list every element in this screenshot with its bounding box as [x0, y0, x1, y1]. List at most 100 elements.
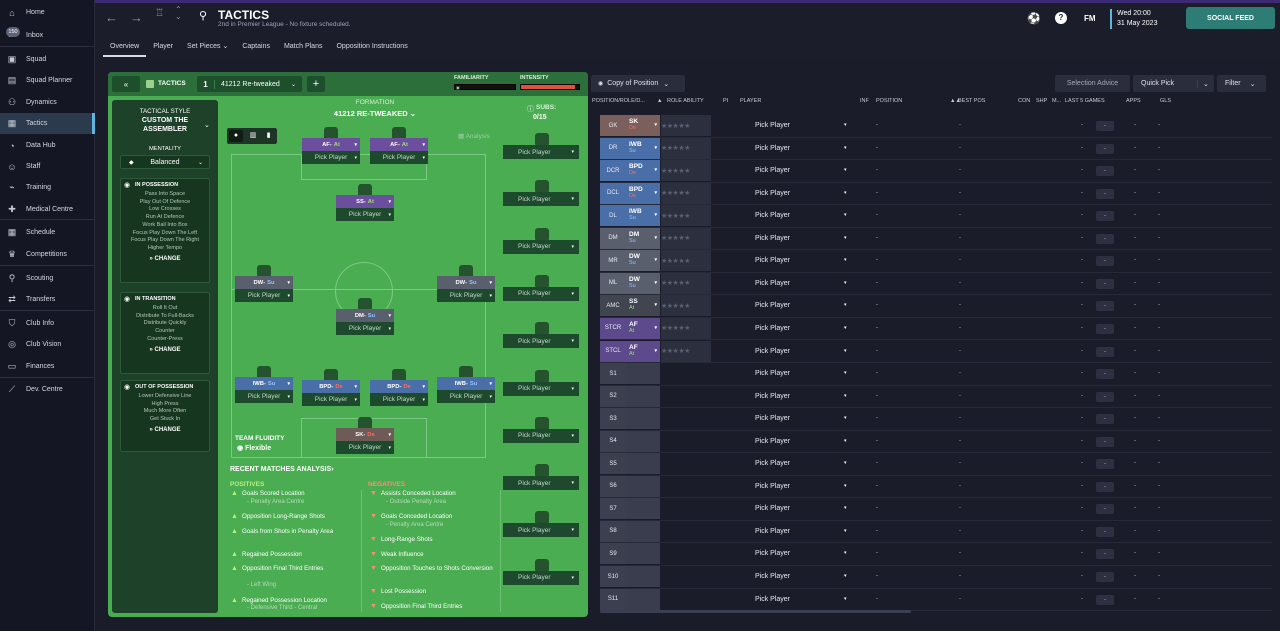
pitch-position-ss[interactable]: SS - At ▾ Pick Player ▾: [336, 184, 394, 225]
analysis-item[interactable]: ▲ Opposition Long-Range Shots: [231, 513, 353, 522]
chevron-down-icon[interactable]: ▾: [844, 167, 847, 174]
pitch-position-iwb[interactable]: IWB - Su ▾ Pick Player ▾: [437, 366, 495, 407]
pitch-position-af[interactable]: AF - At ▾ Pick Player ▾: [370, 127, 428, 168]
chevron-down-icon[interactable]: ▾: [844, 482, 847, 489]
in-possession-change-button[interactable]: » CHANGE: [121, 256, 209, 262]
tab-opposition-instructions[interactable]: Opposition Instructions: [336, 43, 408, 50]
row-pick-player[interactable]: Pick Player: [755, 437, 791, 445]
pick-player-selector[interactable]: Pick Player ▾: [437, 289, 495, 302]
col-last-5-games[interactable]: LAST 5 GAMES: [1065, 98, 1105, 104]
tab-match-plans[interactable]: Match Plans: [283, 43, 323, 50]
chevron-down-icon[interactable]: ▾: [844, 122, 847, 128]
social-feed-button[interactable]: SOCIAL FEED: [1186, 7, 1275, 29]
sub-slot[interactable]: Pick Player ▾: [503, 428, 579, 443]
in-transition-box[interactable]: ◉ IN TRANSITION Roll It Out Distribute T…: [120, 292, 210, 374]
nav-club-info[interactable]: ⛉ Club Info: [0, 313, 95, 334]
pick-player-selector[interactable]: Pick Player ▾: [437, 390, 495, 403]
col-role-ability[interactable]: ROLE ABILITY: [667, 98, 704, 104]
role-duty-selector[interactable]: SK - De ▾: [336, 428, 394, 441]
familiarity-bar[interactable]: ▣: [454, 84, 516, 90]
pick-player-selector[interactable]: Pick Player ▾: [235, 289, 293, 302]
row-role-duty[interactable]: BPD De ▾: [626, 160, 660, 182]
col-pi[interactable]: PI: [723, 98, 729, 104]
row-role-duty[interactable]: SS At ▾: [626, 295, 660, 317]
out-of-possession-change-button[interactable]: » CHANGE: [121, 427, 209, 433]
role-duty-selector[interactable]: BPD - De ▾: [370, 380, 428, 393]
player-info-icon[interactable]: ●: [229, 130, 243, 142]
row-role-duty[interactable]: IWB Su ▾: [626, 137, 660, 159]
table-row[interactable]: S4 Pick Player ▾ - - - - - -: [600, 430, 1272, 454]
selection-advice-button[interactable]: Selection Advice: [1055, 75, 1130, 92]
chevron-down-icon[interactable]: ▾: [844, 550, 847, 557]
row-pick-player[interactable]: Pick Player: [755, 595, 791, 603]
col-m[interactable]: M...: [1052, 98, 1062, 104]
sub-slot[interactable]: Pick Player ▾: [503, 239, 579, 254]
chevron-down-icon[interactable]: ▾: [844, 505, 847, 512]
table-row[interactable]: DR IWB Su ▾ ★★★★★ Pick Player ▾ - - - - - -: [600, 137, 1272, 161]
sub-slot[interactable]: Pick Player ▾: [503, 381, 579, 396]
analysis-item[interactable]: ▲ Goals from Shots in Penalty Area: [231, 528, 353, 537]
search-icon[interactable]: ⚲: [199, 10, 208, 22]
collapse-button[interactable]: «: [112, 76, 140, 92]
table-row[interactable]: S8 Pick Player ▾ - - - - - -: [600, 520, 1272, 544]
row-pick-player[interactable]: Pick Player: [755, 324, 791, 332]
table-row[interactable]: DCR BPD De ▾ ★★★★★ Pick Player ▾ - - - - - -: [600, 160, 1272, 183]
bar-chart-icon[interactable]: ▥: [249, 132, 257, 139]
row-pick-player[interactable]: Pick Player: [755, 527, 791, 535]
table-row[interactable]: S1 Pick Player ▾ - - - - - -: [600, 363, 1272, 386]
table-row[interactable]: ML DW Su ▾ ★★★★★ Pick Player ▾ - - - - - -: [600, 272, 1272, 296]
pitch-position-sk[interactable]: SK - De ▾ Pick Player ▾: [336, 417, 394, 458]
row-pick-player[interactable]: Pick Player: [755, 482, 791, 490]
table-row[interactable]: S10 Pick Player ▾ - - - - - -: [600, 566, 1272, 589]
pick-player-selector[interactable]: Pick Player ▾: [336, 322, 394, 335]
analysis-item[interactable]: ▲ Regained Possession: [231, 551, 353, 560]
pitch-position-bpd[interactable]: BPD - De ▾ Pick Player ▾: [302, 369, 360, 410]
analysis-item[interactable]: ▲ Opposition Final Third Entries: [231, 565, 353, 574]
pick-player-selector[interactable]: Pick Player ▾: [370, 151, 428, 164]
role-duty-selector[interactable]: SS - At ▾: [336, 195, 394, 208]
chevron-down-icon[interactable]: ▾: [844, 527, 847, 534]
row-role-duty[interactable]: DW Su ▾: [626, 250, 660, 272]
role-duty-selector[interactable]: BPD - De ▾: [302, 380, 360, 393]
table-row[interactable]: DL IWB Su ▾ ★★★★★ Pick Player ▾ - - - - - -: [600, 205, 1272, 228]
pick-player-selector[interactable]: Pick Player ▾: [336, 208, 394, 221]
col-player[interactable]: PLAYER: [740, 98, 762, 104]
pitch-position-bpd[interactable]: BPD - De ▾ Pick Player ▾: [370, 369, 428, 410]
sub-slot[interactable]: Pick Player ▾: [503, 145, 579, 159]
col-position[interactable]: POSITION: [876, 98, 903, 104]
chevron-down-icon[interactable]: ▾: [844, 370, 847, 377]
table-row[interactable]: AMC SS At ▾ ★★★★★ Pick Player ▾ - - - - - -: [600, 295, 1272, 318]
in-possession-box[interactable]: ◉ IN POSSESSION Pass Into Space Play Out…: [120, 178, 210, 283]
col-position-role[interactable]: POSITION/ROLE/D...: [592, 98, 645, 104]
analysis-item[interactable]: ▼ Long-Range Shots: [370, 536, 500, 545]
nav-data-hub[interactable]: ◔ Data Hub: [0, 135, 95, 156]
col-apps[interactable]: APPS: [1126, 98, 1141, 104]
pick-player-selector[interactable]: Pick Player ▾: [235, 390, 293, 403]
row-role-duty[interactable]: BPD De ▾: [626, 182, 660, 204]
pitch-position-dw[interactable]: DW - Su ▾ Pick Player ▾: [235, 265, 293, 306]
role-duty-selector[interactable]: DM - Su ▾: [336, 309, 394, 322]
table-row[interactable]: S6 Pick Player ▾ - - - - - -: [600, 475, 1272, 499]
row-pick-player[interactable]: Pick Player: [755, 370, 791, 378]
table-row[interactable]: S2 Pick Player ▾ - - - - - -: [600, 385, 1272, 409]
pitch-position-af[interactable]: AF - At ▾ Pick Player ▾: [302, 127, 360, 168]
row-role-duty[interactable]: DW Su ▾: [626, 272, 660, 294]
row-pick-player[interactable]: Pick Player: [755, 212, 791, 220]
forward-icon[interactable]: →: [130, 10, 143, 25]
tab-player[interactable]: Player: [153, 43, 174, 50]
chevron-down-icon[interactable]: ▾: [844, 279, 847, 286]
pick-player-selector[interactable]: Pick Player ▾: [302, 151, 360, 164]
intensity-bar[interactable]: [520, 84, 580, 90]
analysis-item[interactable]: ▼ Goals Conceded Location: [370, 513, 500, 522]
row-pick-player[interactable]: Pick Player: [755, 189, 791, 197]
row-pick-player[interactable]: Pick Player: [755, 167, 791, 175]
col-shp[interactable]: SHP: [1036, 98, 1048, 104]
pick-player-selector[interactable]: Pick Player ▾: [302, 393, 360, 406]
back-icon[interactable]: ←: [105, 10, 118, 25]
tactical-style-name[interactable]: CUSTOM THE ASSEMBLER: [141, 117, 189, 133]
table-row[interactable]: S11 Pick Player ▾ - - - - - -: [600, 588, 1272, 612]
role-duty-selector[interactable]: DW - Su ▾: [235, 276, 293, 289]
chevron-down-icon[interactable]: ▾: [844, 460, 847, 467]
analysis-item[interactable]: ▼ Opposition Final Third Entries: [370, 603, 500, 612]
nav-squad[interactable]: ▣ Squad: [0, 49, 95, 70]
